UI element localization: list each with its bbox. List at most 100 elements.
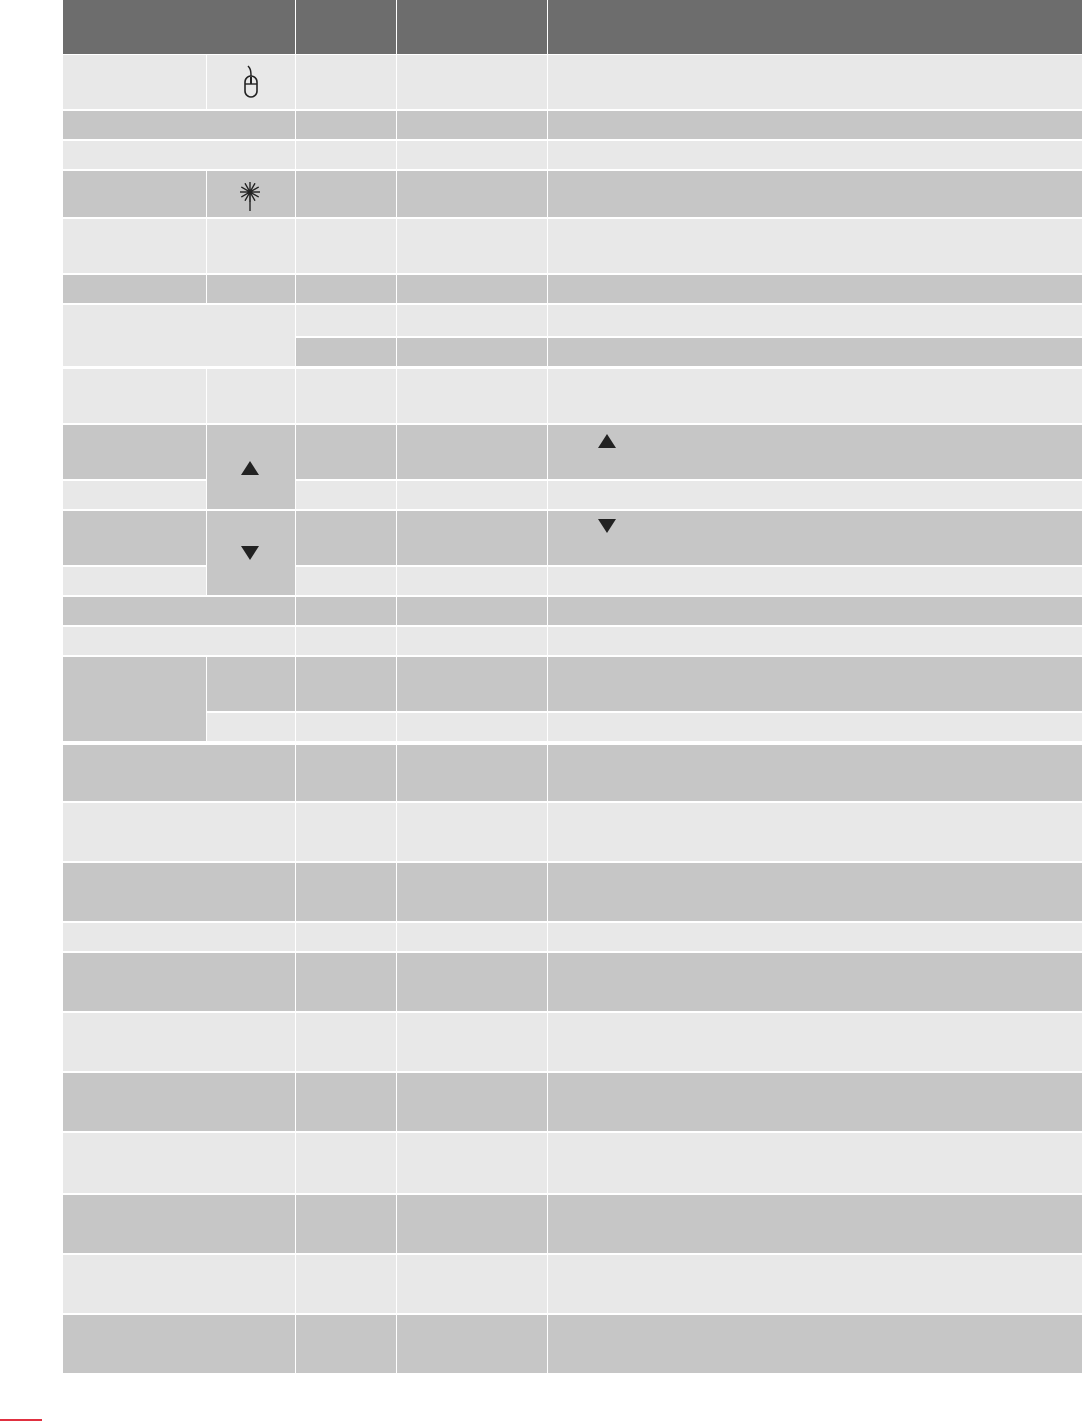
table-cell bbox=[63, 1013, 295, 1071]
table-cell bbox=[207, 369, 295, 423]
table-cell bbox=[397, 275, 547, 303]
table-cell bbox=[548, 338, 1082, 366]
table-cell bbox=[296, 141, 396, 169]
table-cell bbox=[397, 713, 547, 741]
table-cell bbox=[296, 275, 396, 303]
table-cell bbox=[397, 803, 547, 861]
table-cell bbox=[63, 425, 206, 479]
table-cell bbox=[548, 953, 1082, 1011]
table-cell bbox=[397, 425, 547, 479]
table-cell bbox=[296, 305, 396, 336]
table-cell bbox=[397, 1133, 547, 1193]
table-cell bbox=[296, 923, 396, 951]
table-cell bbox=[63, 275, 206, 303]
table-cell bbox=[548, 803, 1082, 861]
table-cell bbox=[296, 1195, 396, 1253]
down-triangle bbox=[241, 546, 259, 560]
table-cell bbox=[296, 111, 396, 139]
table-cell bbox=[548, 219, 1082, 273]
table-cell bbox=[296, 597, 396, 625]
table-cell bbox=[63, 1133, 295, 1193]
table-cell bbox=[63, 1073, 295, 1131]
table-cell bbox=[548, 597, 1082, 625]
table-cell bbox=[548, 745, 1082, 801]
table-cell bbox=[548, 511, 1082, 565]
table-cell bbox=[296, 425, 396, 479]
table-cell bbox=[548, 305, 1082, 336]
table-cell bbox=[397, 55, 547, 109]
table-cell bbox=[296, 863, 396, 921]
sparkle-icon bbox=[240, 182, 260, 211]
table-cell bbox=[548, 657, 1082, 711]
table-cell bbox=[397, 141, 547, 169]
table-cell bbox=[397, 657, 547, 711]
table-cell bbox=[397, 863, 547, 921]
table-cell bbox=[63, 0, 295, 54]
table-cell bbox=[397, 953, 547, 1011]
table-cell bbox=[207, 713, 295, 741]
table-cell bbox=[548, 1013, 1082, 1071]
table-cell bbox=[63, 745, 295, 801]
table-cell bbox=[296, 1013, 396, 1071]
table-cell bbox=[63, 511, 206, 565]
table-cell bbox=[397, 1013, 547, 1071]
table-cell bbox=[296, 1133, 396, 1193]
table-cell bbox=[296, 1315, 396, 1373]
down-triangle-small bbox=[598, 519, 616, 533]
table-cell bbox=[63, 1255, 295, 1313]
table-cell bbox=[296, 338, 396, 366]
table-cell bbox=[63, 627, 295, 655]
table-cell bbox=[296, 713, 396, 741]
table-cell bbox=[63, 1315, 295, 1373]
table-cell bbox=[397, 219, 547, 273]
table-cell bbox=[548, 425, 1082, 479]
table-cell bbox=[548, 567, 1082, 595]
table-cell bbox=[548, 1315, 1082, 1373]
red-mark bbox=[0, 1419, 42, 1421]
table-cell bbox=[397, 305, 547, 336]
table-cell bbox=[397, 481, 547, 509]
up-triangle bbox=[241, 461, 259, 475]
table-cell bbox=[63, 567, 206, 595]
table-cell bbox=[296, 567, 396, 595]
table-cell bbox=[548, 481, 1082, 509]
table-cell bbox=[548, 275, 1082, 303]
table-cell bbox=[397, 171, 547, 217]
table-cell bbox=[63, 305, 295, 366]
table-cell bbox=[548, 1073, 1082, 1131]
table-cell bbox=[296, 1073, 396, 1131]
table-cell bbox=[296, 0, 396, 54]
table-cell bbox=[63, 1195, 295, 1253]
table-cell bbox=[63, 55, 206, 109]
table-cell bbox=[296, 369, 396, 423]
table-cell bbox=[63, 657, 206, 741]
table-cell bbox=[548, 923, 1082, 951]
table-cell bbox=[397, 111, 547, 139]
table-cell bbox=[296, 219, 396, 273]
table-cell bbox=[296, 171, 396, 217]
table-cell bbox=[63, 369, 206, 423]
table-cell bbox=[296, 657, 396, 711]
table-cell bbox=[397, 338, 547, 366]
table-cell bbox=[63, 111, 295, 139]
table-cell bbox=[397, 1315, 547, 1373]
table-cell bbox=[397, 0, 547, 54]
table-cell bbox=[296, 481, 396, 509]
table-cell bbox=[207, 219, 295, 273]
up-triangle-small bbox=[598, 434, 616, 448]
table-cell bbox=[63, 803, 295, 861]
table-cell bbox=[296, 55, 396, 109]
table-cell bbox=[296, 627, 396, 655]
table-cell bbox=[296, 745, 396, 801]
table-cell bbox=[548, 1133, 1082, 1193]
table-cell bbox=[397, 511, 547, 565]
table-cell bbox=[548, 141, 1082, 169]
table-cell bbox=[397, 597, 547, 625]
table-cell bbox=[296, 803, 396, 861]
table-cell bbox=[63, 481, 206, 509]
table-cell bbox=[397, 1195, 547, 1253]
table-cell bbox=[397, 923, 547, 951]
table-cell bbox=[207, 275, 295, 303]
table-cell bbox=[548, 1195, 1082, 1253]
table-cell bbox=[397, 567, 547, 595]
